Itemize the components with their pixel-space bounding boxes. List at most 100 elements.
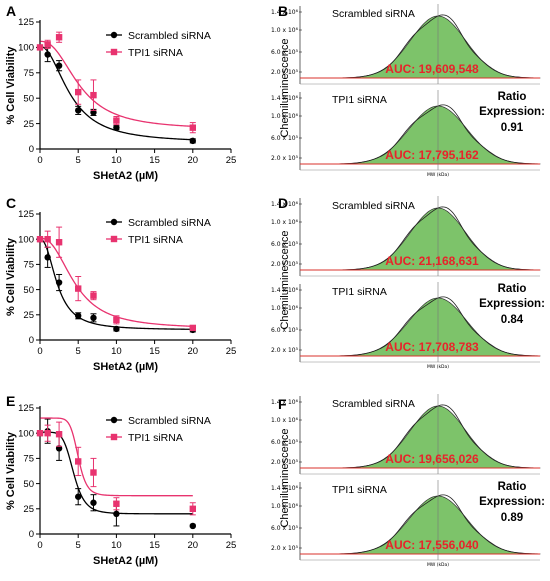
x-tick-label: 0 bbox=[37, 346, 42, 357]
blot-y-tick-label: 1.0 x 10⁶ bbox=[271, 503, 299, 510]
y-tick-label: 0 bbox=[29, 529, 34, 540]
chemiluminescence-label: Chemiluminescence bbox=[279, 38, 291, 137]
lane-label: Scrambled siRNA bbox=[332, 8, 415, 20]
data-point bbox=[113, 500, 120, 507]
data-point bbox=[36, 430, 44, 437]
legend-entry: TPI1 siRNA bbox=[106, 47, 183, 59]
auc-label: AUC: 21,168,631 bbox=[385, 254, 479, 268]
blot-y-tick-label: 1.4 x 10⁶ bbox=[271, 399, 299, 406]
legend-label: TPI1 siRNA bbox=[128, 432, 183, 444]
data-point bbox=[36, 44, 44, 51]
y-tick-label: 125 bbox=[18, 209, 34, 220]
blot-y-tick-label: 1.4 x 10⁶ bbox=[271, 9, 299, 16]
data-point bbox=[75, 88, 82, 96]
blot-y-tick-label: 1.4 x 10⁶ bbox=[271, 95, 299, 102]
data-point bbox=[113, 325, 120, 333]
blot-lane-1: 1.4 x 10⁶ 1.0 x 10⁶ 6.0 x 10⁵ 2.0 x 10⁵ Scra… bbox=[271, 394, 541, 475]
auc-label: AUC: 17,708,783 bbox=[385, 340, 479, 354]
dose-response-plot-e: E 0 25 50 75 100 125 0 5 10 15 20 25 SHetA2 (µM) % Cel… bbox=[5, 393, 236, 567]
blot-y-tick-label: 2.0 x 10⁵ bbox=[271, 69, 299, 76]
x-tick-label: 25 bbox=[226, 540, 237, 551]
y-tick-label: 75 bbox=[23, 260, 34, 271]
data-point bbox=[113, 316, 120, 324]
blot-y-tick-label: 6.0 x 10⁵ bbox=[271, 241, 299, 248]
y-tick-label: 50 bbox=[23, 479, 34, 490]
blot-lane-2: 1.4 x 10⁶ 1.0 x 10⁶ 6.0 x 10⁵ 2.0 x 10⁵ TPI1… bbox=[271, 282, 541, 363]
x-tick-label: 20 bbox=[188, 540, 199, 551]
blot-y-tick-label: 6.0 x 10⁵ bbox=[271, 525, 299, 532]
chemiluminescence-label: Chemiluminescence bbox=[279, 428, 291, 527]
series-scrambled-sirna bbox=[36, 44, 196, 145]
legend-label: TPI1 siRNA bbox=[128, 47, 183, 59]
legend-marker bbox=[110, 48, 118, 56]
y-tick-label: 0 bbox=[29, 144, 34, 155]
panel-label: E bbox=[6, 393, 15, 409]
x-tick-label: 5 bbox=[76, 155, 81, 166]
fit-curve bbox=[40, 417, 193, 497]
x-axis-label: SHetA2 (µM) bbox=[93, 170, 158, 182]
y-tick-label: 50 bbox=[23, 285, 34, 296]
y-tick-label: 125 bbox=[18, 403, 34, 414]
data-point bbox=[113, 124, 120, 131]
data-point bbox=[189, 124, 196, 131]
blot-y-tick-label: 1.4 x 10⁶ bbox=[271, 287, 299, 294]
x-axis-label: SHetA2 (µM) bbox=[93, 361, 158, 373]
blot-y-tick-label: 6.0 x 10⁵ bbox=[271, 327, 299, 334]
blot-y-tick-label: 6.0 x 10⁵ bbox=[271, 439, 299, 446]
data-point bbox=[36, 236, 44, 243]
blot-y-tick-label: 6.0 x 10⁵ bbox=[271, 49, 299, 56]
y-axis-label: % Cell Viability bbox=[5, 431, 17, 510]
data-point bbox=[75, 285, 82, 292]
data-point bbox=[55, 34, 63, 41]
ratio-value: 0.89 bbox=[501, 512, 523, 524]
data-point bbox=[113, 510, 120, 518]
blot-y-tick-label: 1.0 x 10⁶ bbox=[271, 305, 299, 312]
data-point bbox=[90, 91, 97, 99]
data-point bbox=[90, 469, 97, 476]
panel-label: C bbox=[6, 195, 16, 211]
blot-y-tick-label: 1.0 x 10⁶ bbox=[271, 27, 299, 34]
blot-y-tick-label: 1.0 x 10⁶ bbox=[271, 113, 299, 120]
y-tick-label: 0 bbox=[29, 335, 34, 346]
x-tick-label: 15 bbox=[149, 155, 160, 166]
legend-entry: Scrambled siRNA bbox=[106, 217, 211, 229]
y-tick-label: 50 bbox=[23, 93, 34, 104]
dose-response-plot-a: A 0 25 50 75 100 125 0 5 10 15 20 25 SHetA2 (µM) % Cel… bbox=[5, 3, 236, 182]
legend-label: Scrambled siRNA bbox=[128, 415, 211, 427]
legend-marker bbox=[110, 31, 118, 39]
legend-label: Scrambled siRNA bbox=[128, 217, 211, 229]
y-tick-label: 100 bbox=[18, 428, 34, 439]
series-tpi1-sirna bbox=[36, 31, 196, 134]
y-tick-label: 25 bbox=[23, 119, 34, 130]
x-tick-label: 5 bbox=[76, 346, 81, 357]
series-tpi1-sirna bbox=[36, 417, 196, 516]
legend-entry: Scrambled siRNA bbox=[106, 415, 211, 427]
panel-label: D bbox=[278, 195, 288, 211]
expression-label: Expression: bbox=[479, 298, 545, 310]
ratio-label: Ratio bbox=[498, 283, 527, 295]
blot-y-tick-label: 2.0 x 10⁵ bbox=[271, 459, 299, 466]
y-tick-label: 75 bbox=[23, 68, 34, 79]
panel-label: A bbox=[6, 3, 16, 19]
x-tick-label: 10 bbox=[111, 540, 122, 551]
x-tick-label: 25 bbox=[226, 155, 237, 166]
legend-marker bbox=[110, 218, 118, 226]
dose-response-plot-c: C 0 25 50 75 100 125 0 5 10 15 20 25 SHetA2 (µM) % Cel… bbox=[5, 195, 236, 373]
data-point bbox=[75, 312, 82, 320]
auc-label: AUC: 17,556,040 bbox=[385, 538, 479, 552]
data-point bbox=[189, 505, 196, 512]
data-point bbox=[44, 430, 51, 437]
data-point bbox=[189, 137, 196, 145]
data-point bbox=[90, 292, 97, 299]
series-tpi1-sirna bbox=[36, 226, 196, 332]
blot-lane-2: 1.4 x 10⁶ 1.0 x 10⁶ 6.0 x 10⁵ 2.0 x 10⁵ TPI1… bbox=[271, 480, 541, 561]
x-tick-label: 0 bbox=[37, 155, 42, 166]
blot-y-tick-label: 2.0 x 10⁵ bbox=[271, 155, 299, 162]
lane-label: Scrambled siRNA bbox=[332, 398, 415, 410]
data-point bbox=[55, 431, 63, 438]
blot-y-tick-label: 2.0 x 10⁵ bbox=[271, 261, 299, 268]
ratio-value: 0.91 bbox=[501, 122, 524, 134]
chemiluminescence-label: Chemiluminescence bbox=[279, 230, 291, 329]
